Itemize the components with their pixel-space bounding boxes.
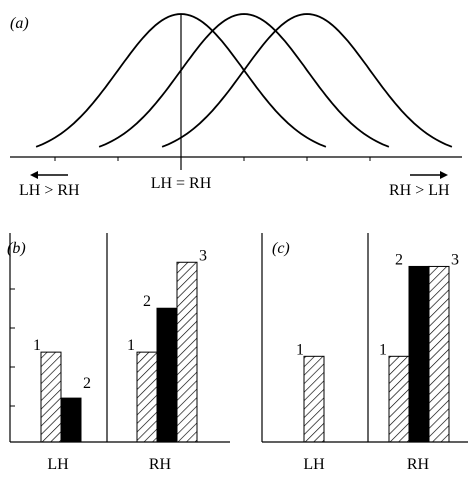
panel-c-bars: 1 1 2 3 — [296, 251, 459, 443]
panel-a-letter: (a) — [10, 15, 29, 32]
bar-label-lh-1: 1 — [33, 337, 41, 354]
panel-c-category-rh: RH — [407, 456, 430, 473]
right-label: RH > LH — [389, 182, 450, 199]
bar-rh-1 — [136, 351, 158, 443]
distribution-curve-2 — [98, 13, 390, 148]
right-arrow-icon — [410, 171, 448, 179]
distribution-curve-3 — [161, 13, 453, 148]
bar-label-rh-2: 2 — [395, 251, 403, 268]
bar-label-rh-1: 1 — [379, 341, 387, 358]
panel-b-category-rh: RH — [149, 456, 172, 473]
bar-rh-2 — [156, 307, 178, 443]
panel-b-bar-chart: (b) 1 2 1 2 3 LH RH — [7, 233, 230, 473]
bar-label-lh-2: 2 — [83, 375, 91, 392]
panel-a-distributions: (a) LH = RH LH > RH RH > LH — [10, 13, 462, 199]
center-label: LH = RH — [151, 175, 212, 192]
bar-lh-1 — [40, 351, 62, 443]
panel-a-ticks — [54, 157, 371, 161]
bar-rh-2 — [408, 265, 430, 443]
bar-lh-2 — [60, 397, 82, 443]
panel-c-bar-chart: (c) 1 1 2 3 LH RH — [261, 233, 468, 473]
bar-rh-1 — [388, 355, 410, 443]
distribution-curve-1 — [35, 13, 327, 148]
panel-b-letter: (b) — [7, 240, 26, 257]
bar-rh-3 — [176, 261, 198, 443]
bar-label-rh-3: 3 — [199, 247, 207, 264]
bar-label-rh-3: 3 — [451, 251, 459, 268]
left-label: LH > RH — [19, 182, 80, 199]
bar-lh-1 — [303, 355, 325, 443]
bar-label-rh-1: 1 — [127, 337, 135, 354]
panel-b-y-ticks — [10, 288, 15, 407]
panel-b-category-lh: LH — [47, 456, 69, 473]
panel-b-bars: 1 2 1 2 3 — [33, 247, 207, 443]
bar-label-rh-2: 2 — [143, 293, 151, 310]
left-arrow-icon — [30, 171, 68, 179]
panel-c-category-lh: LH — [303, 456, 325, 473]
bar-label-lh-1: 1 — [296, 341, 304, 358]
panel-c-letter: (c) — [272, 240, 290, 257]
panel-a-curves — [35, 13, 453, 148]
bar-rh-3 — [428, 265, 450, 443]
